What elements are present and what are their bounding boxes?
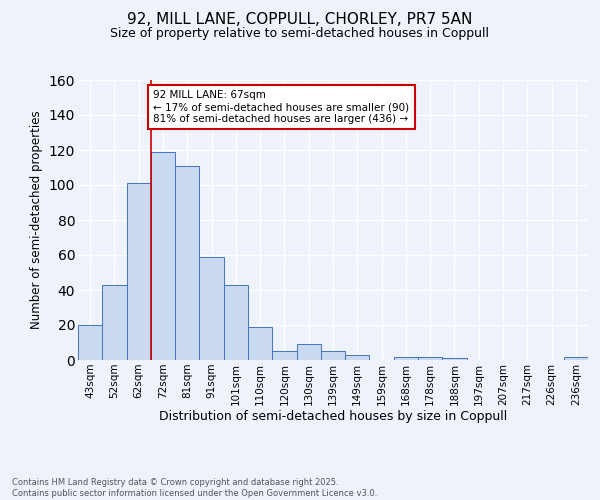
Bar [345, 355, 370, 360]
Bar [175, 166, 199, 360]
Bar [127, 183, 151, 360]
Text: Contains HM Land Registry data © Crown copyright and database right 2025.
Contai: Contains HM Land Registry data © Crown c… [12, 478, 377, 498]
Bar [442, 358, 467, 360]
Y-axis label: Number of semi-detached properties: Number of semi-detached properties [30, 110, 43, 330]
Bar [296, 344, 321, 360]
Bar [418, 356, 442, 360]
Bar [151, 152, 175, 360]
Text: 92 MILL LANE: 67sqm
← 17% of semi-detached houses are smaller (90)
81% of semi-d: 92 MILL LANE: 67sqm ← 17% of semi-detach… [153, 90, 409, 124]
Bar [564, 356, 588, 360]
Bar [199, 257, 224, 360]
Bar [78, 325, 102, 360]
Bar [272, 351, 296, 360]
Text: Size of property relative to semi-detached houses in Coppull: Size of property relative to semi-detach… [110, 28, 490, 40]
X-axis label: Distribution of semi-detached houses by size in Coppull: Distribution of semi-detached houses by … [159, 410, 507, 424]
Bar [394, 356, 418, 360]
Bar [224, 285, 248, 360]
Bar [102, 285, 127, 360]
Bar [248, 327, 272, 360]
Bar [321, 351, 345, 360]
Text: 92, MILL LANE, COPPULL, CHORLEY, PR7 5AN: 92, MILL LANE, COPPULL, CHORLEY, PR7 5AN [127, 12, 473, 28]
